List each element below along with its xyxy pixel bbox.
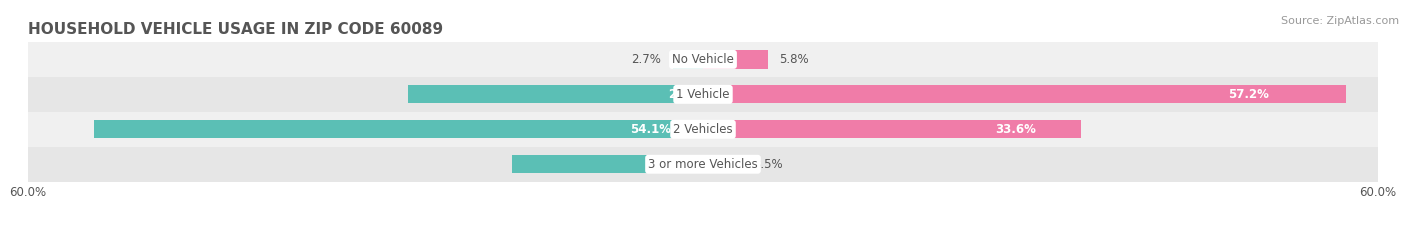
Text: 17.0%: 17.0% bbox=[681, 158, 721, 171]
Bar bbox=[672, 50, 703, 69]
Bar bbox=[28, 112, 1378, 147]
Bar bbox=[703, 85, 1347, 103]
Text: 26.2%: 26.2% bbox=[668, 88, 709, 101]
Text: 2 Vehicles: 2 Vehicles bbox=[673, 123, 733, 136]
Text: 3 or more Vehicles: 3 or more Vehicles bbox=[648, 158, 758, 171]
Bar bbox=[94, 120, 703, 138]
Bar bbox=[28, 42, 1378, 77]
Text: 54.1%: 54.1% bbox=[630, 123, 671, 136]
Bar bbox=[703, 120, 1081, 138]
Text: 33.6%: 33.6% bbox=[994, 123, 1036, 136]
Bar bbox=[28, 147, 1378, 182]
Bar bbox=[703, 50, 768, 69]
Bar bbox=[512, 155, 703, 173]
Text: HOUSEHOLD VEHICLE USAGE IN ZIP CODE 60089: HOUSEHOLD VEHICLE USAGE IN ZIP CODE 6008… bbox=[28, 22, 443, 37]
Text: 1 Vehicle: 1 Vehicle bbox=[676, 88, 730, 101]
Bar bbox=[703, 155, 742, 173]
Bar bbox=[28, 77, 1378, 112]
Text: 2.7%: 2.7% bbox=[631, 53, 661, 66]
Text: Source: ZipAtlas.com: Source: ZipAtlas.com bbox=[1281, 16, 1399, 26]
Text: 57.2%: 57.2% bbox=[1229, 88, 1270, 101]
Bar bbox=[408, 85, 703, 103]
Text: 3.5%: 3.5% bbox=[754, 158, 783, 171]
Text: 5.8%: 5.8% bbox=[779, 53, 808, 66]
Text: No Vehicle: No Vehicle bbox=[672, 53, 734, 66]
